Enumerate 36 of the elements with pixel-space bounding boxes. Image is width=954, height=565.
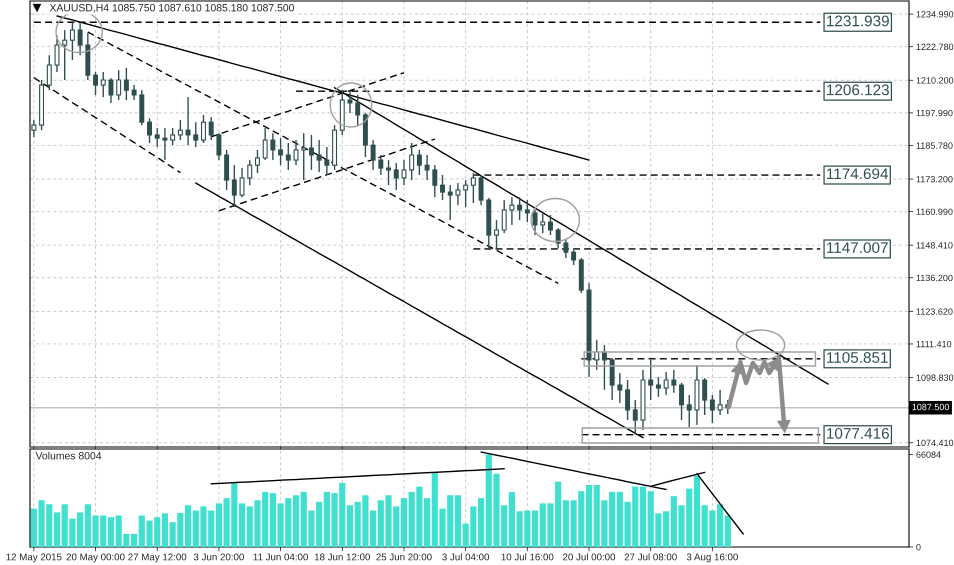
y-tick-label: 0 [916,544,921,550]
series-label: 1105.851 [827,352,888,363]
x-tick-label: 3 Jul 04:00 [442,553,490,560]
x-tick-label: 11 Jun 04:00 [254,554,308,560]
x-tick-label: 27 Jul 08:00 [624,553,677,560]
x-tick-label: 25 Jun 20:00 [376,554,432,560]
y-tick-label: 66084 [916,451,941,458]
series-label: 1206.123 [827,84,889,96]
series-label: 1231.939 [827,16,889,26]
ref-line-label: 1087.500 [912,404,950,410]
series-label: 1077.416 [827,428,889,439]
y-tick-label: 1173.200 [916,176,953,182]
y-tick-label: 1111.410 [916,340,952,348]
y-tick-label: 1074.410 [916,440,954,446]
x-tick-label: 20 Jul 00:00 [563,553,616,560]
chart-title: Volumes 8004 [36,452,102,460]
y-tick-label: 1234.990 [916,11,954,18]
x-tick-label: 20 May 00:00 [66,554,125,562]
y-tick-label: 1197.990 [916,110,953,116]
x-tick-label: 3 Jun 20:00 [194,554,244,560]
series-label: 1174.694 [827,168,888,180]
y-tick-label: 1210.200 [916,77,954,84]
x-tick-label: 10 Jul 16:00 [502,553,554,560]
x-tick-label: 18 Jun 12:00 [314,554,370,560]
x-tick-label: 27 May 12:00 [128,554,186,562]
chart-title: XAUUSD,H4 1085.750 1087.610 1085.180 1087.500 [50,4,294,13]
x-tick-label: 12 May 2015 [6,554,62,562]
y-tick-label: 1222.780 [916,44,954,50]
y-tick-label: 1160.990 [916,208,953,215]
y-tick-label: 1098.830 [916,374,954,381]
x-tick-label: 3 Aug 16:00 [686,554,738,562]
y-tick-label: 1148.410 [916,242,953,249]
series-label: 1147.007 [827,242,888,254]
y-tick-label: 1185.780 [916,142,953,149]
y-tick-label: 1136.200 [916,274,953,282]
y-tick-label: 1123.620 [916,308,953,315]
